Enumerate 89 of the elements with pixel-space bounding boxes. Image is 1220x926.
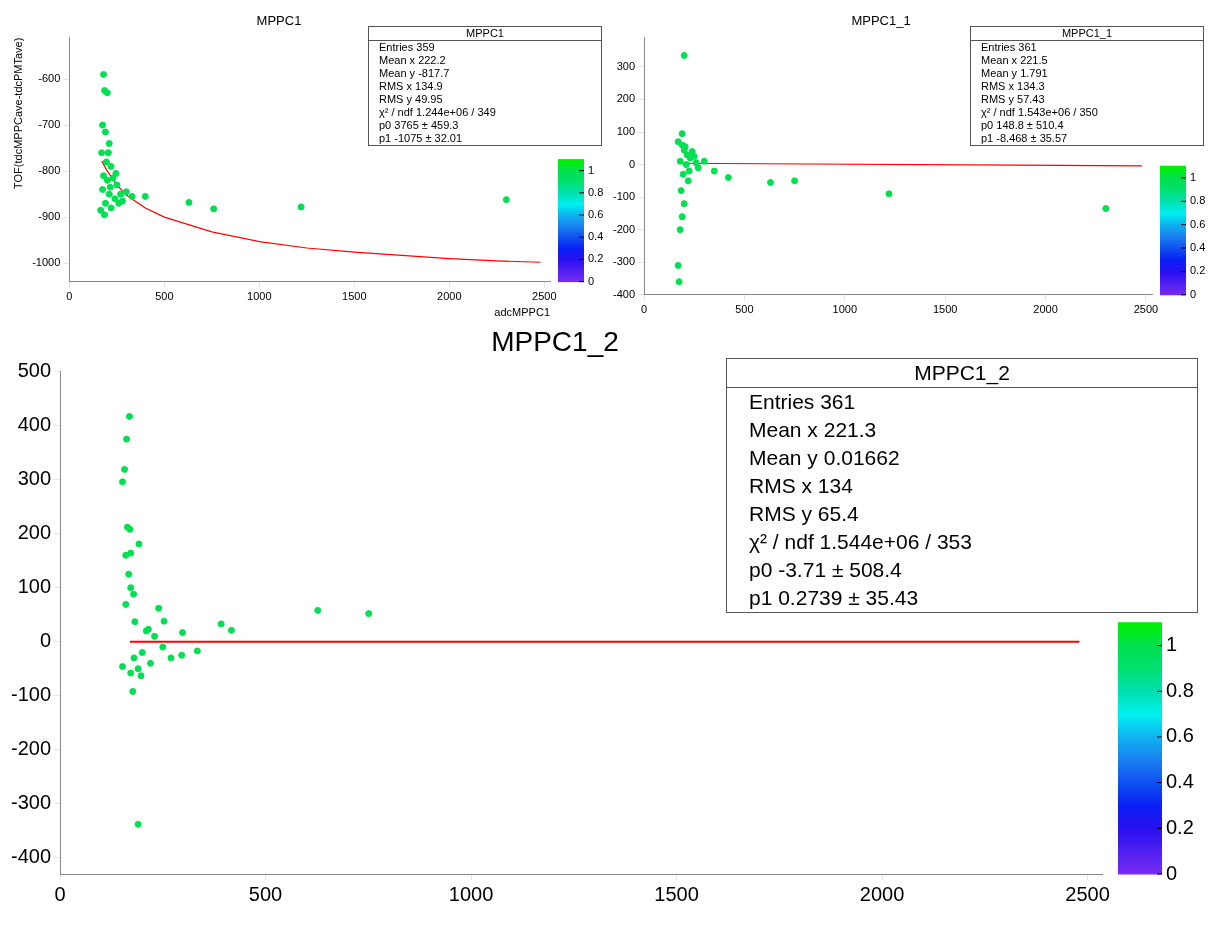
annotation: χ² / ndf 1.244e+06 / 349	[378, 106, 497, 119]
color-bar-label: 0.2	[1166, 815, 1194, 838]
annotation: Mean x 222.2	[378, 54, 447, 67]
annotation: Mean y 1.791	[980, 67, 1049, 80]
y-tick-label: -800	[38, 164, 61, 177]
annotation: MPPC1_1	[971, 27, 1203, 41]
color-bar-label: 1	[1190, 170, 1197, 183]
x-tick-label: 1000	[832, 303, 858, 316]
annotation: p1 -1075 ± 32.01	[378, 132, 464, 145]
annotation: MPPC1	[369, 27, 601, 41]
y-tick-label: 200	[17, 521, 52, 544]
color-bar-label: 0.4	[1190, 241, 1206, 254]
color-bar-label: 0.8	[588, 185, 604, 198]
annotation: MPPC1_2	[727, 359, 1197, 388]
color-bar-label: 1	[588, 163, 595, 176]
x-axis-title: adcMPPC1	[494, 306, 550, 319]
color-bar-label: 0.6	[1166, 724, 1194, 747]
x-tick-label: 0	[640, 303, 648, 316]
annotation: Mean x 221.3	[748, 417, 878, 443]
color-bar-label: 0.2	[1190, 264, 1206, 277]
annotation: Mean x 221.5	[980, 54, 1049, 67]
color-bar-label: 0	[588, 274, 595, 287]
x-tick-label: 2500	[1065, 882, 1110, 905]
chart-title: MPPC1_2	[491, 325, 619, 357]
color-bar-label: 0.4	[1166, 770, 1194, 793]
y-tick-label: -600	[38, 72, 61, 85]
y-tick-label: -900	[38, 210, 61, 223]
annotation: χ² / ndf 1.544e+06 / 353	[748, 529, 973, 555]
annotation: p1 -8.468 ± 35.57	[980, 132, 1069, 145]
y-tick-label: 200	[616, 92, 636, 105]
annotation: RMS y 65.4	[748, 501, 860, 527]
x-tick-label: 500	[155, 290, 174, 303]
annotation: p0 3765 ± 459.3	[378, 119, 460, 132]
color-bar-label: 0.6	[588, 208, 604, 221]
y-tick-label: -200	[612, 222, 636, 235]
x-tick-label: 1500	[654, 882, 699, 905]
x-tick-label: 2000	[859, 882, 905, 905]
color-bar-label: 0	[1166, 861, 1178, 884]
y-tick-label: 0	[39, 629, 52, 652]
y-tick-label: 500	[17, 359, 52, 382]
x-tick-label: 2500	[532, 290, 557, 303]
y-tick-label: -700	[38, 118, 61, 131]
y-tick-label: 100	[17, 575, 52, 598]
annotation: RMS x 134.3	[980, 80, 1046, 93]
x-tick-label: 1000	[247, 290, 272, 303]
y-tick-label: 100	[616, 125, 636, 138]
annotation: RMS x 134.9	[378, 80, 444, 93]
y-tick-label: -300	[612, 255, 636, 268]
y-tick-label: -400	[11, 845, 52, 868]
color-bar-label: 1	[1166, 633, 1178, 656]
y-tick-label: 300	[616, 59, 636, 72]
chart-title: MPPC1_1	[851, 13, 911, 29]
annotation: RMS y 57.43	[980, 93, 1046, 106]
annotation: χ² / ndf 1.543e+06 / 350	[980, 106, 1099, 119]
color-bar-label: 0.8	[1166, 678, 1194, 701]
y-tick-label: -300	[11, 791, 52, 814]
annotation: Entries 361	[748, 389, 857, 415]
annotation: p0 -3.71 ± 508.4	[748, 557, 903, 583]
y-tick-label: -200	[11, 737, 52, 760]
x-tick-label: 1500	[932, 303, 958, 316]
color-bar-label: 0.6	[1190, 217, 1206, 230]
x-tick-label: 500	[735, 303, 754, 316]
annotation: RMS y 49.95	[378, 93, 444, 106]
y-tick-label: -100	[612, 190, 636, 203]
annotation: p0 148.8 ± 510.4	[980, 119, 1065, 132]
y-axis-title: TOF(tdcMPPCave-tdcPMTave)	[11, 37, 24, 189]
y-tick-label: 300	[17, 467, 52, 490]
x-tick-label: 1500	[342, 290, 367, 303]
y-tick-label: 400	[17, 413, 52, 436]
y-tick-label: -100	[11, 683, 52, 706]
color-bar-label: 0.4	[588, 230, 604, 243]
color-bar-label: 0.2	[588, 252, 604, 265]
y-tick-label: -1000	[32, 256, 61, 269]
x-tick-label: 2500	[1133, 303, 1159, 316]
x-tick-label: 1000	[448, 882, 494, 905]
annotation: Mean y -817.7	[378, 67, 451, 80]
x-tick-label: 2000	[1033, 303, 1058, 316]
y-tick-label: -400	[612, 287, 636, 300]
color-bar-label: 0.8	[1190, 194, 1206, 207]
chart-title: MPPC1	[256, 13, 302, 29]
annotation: p1 0.2739 ± 35.43	[748, 585, 920, 611]
x-tick-label: 2000	[437, 290, 462, 303]
annotation: Entries 359	[378, 41, 436, 54]
annotation: RMS x 134	[748, 473, 854, 499]
annotation: Entries 361	[980, 41, 1038, 54]
y-tick-label: 0	[628, 157, 636, 170]
x-tick-label: 500	[248, 882, 283, 905]
x-tick-label: 0	[66, 290, 73, 303]
annotation: Mean y 0.01662	[748, 445, 901, 471]
